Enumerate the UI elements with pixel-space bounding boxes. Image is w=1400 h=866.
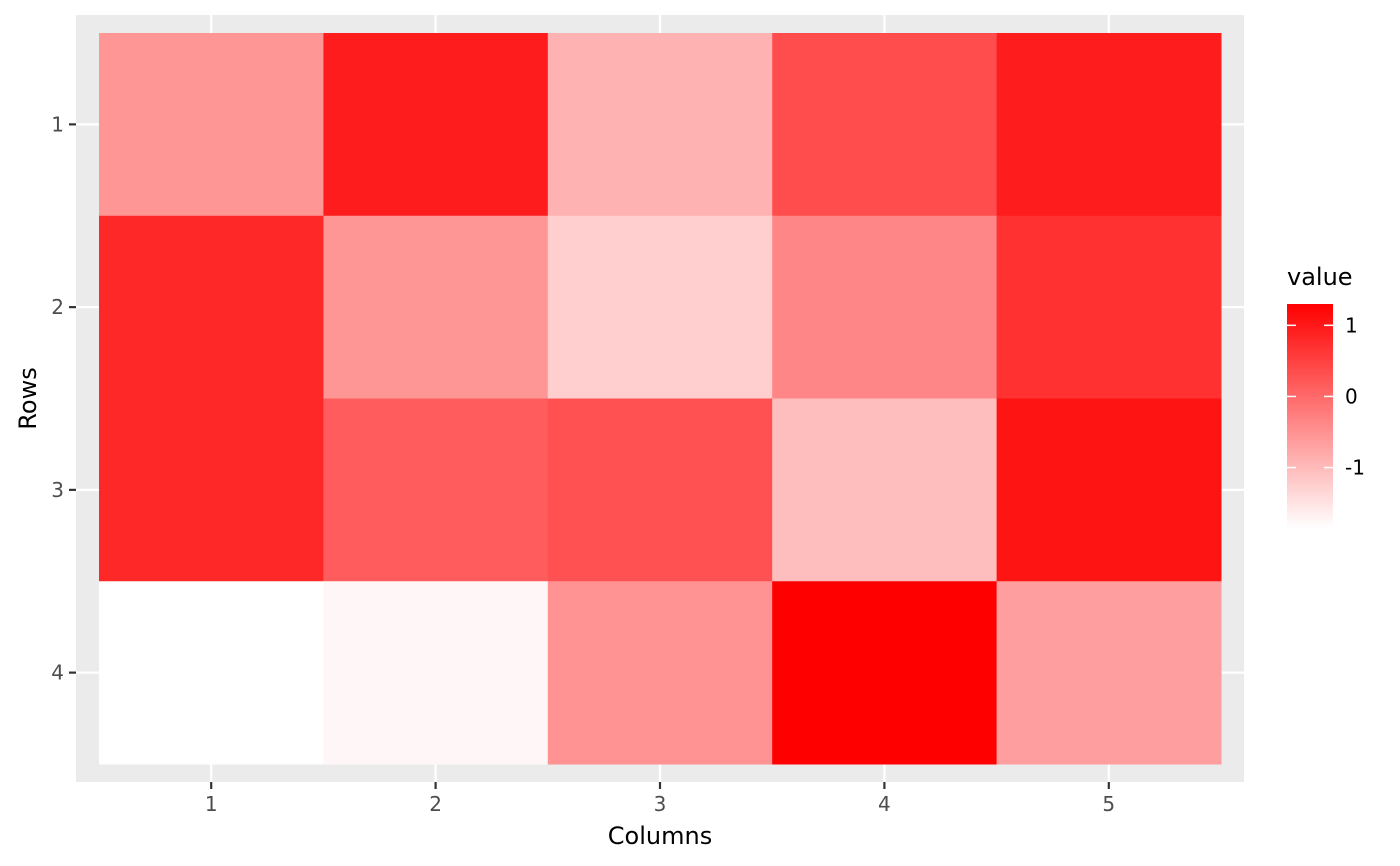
heatmap-cell <box>99 398 324 582</box>
y-tick-label: 2 <box>51 295 64 319</box>
heatmap-cell <box>772 33 998 217</box>
heatmap-cell <box>996 33 1222 217</box>
heatmap-tiles <box>99 33 1222 765</box>
heatmap-cell <box>547 215 773 399</box>
y-tick-label: 4 <box>51 661 64 685</box>
y-tick-label: 1 <box>51 112 64 136</box>
legend-colorbar <box>1287 304 1333 528</box>
y-axis-title: Rows <box>14 367 42 429</box>
heatmap-cell <box>547 33 773 217</box>
heatmap-cell <box>547 581 773 765</box>
legend-tick-label: 1 <box>1345 313 1358 337</box>
heatmap-cell <box>996 215 1222 399</box>
heatmap-cell <box>547 398 773 582</box>
x-tick-label: 1 <box>205 792 218 816</box>
heatmap-cell <box>99 215 324 399</box>
legend-ticks: 1 0 -1 <box>1287 313 1365 480</box>
heatmap-cell <box>323 398 549 582</box>
legend-tick-label: -1 <box>1345 456 1365 480</box>
heatmap-cell <box>996 398 1222 582</box>
x-tick-label: 4 <box>878 792 891 816</box>
x-axis-title: Columns <box>608 822 712 850</box>
x-axis: 1 2 3 4 5 <box>205 782 1115 816</box>
heatmap-cell <box>99 33 324 217</box>
heatmap-cell <box>323 33 549 217</box>
heatmap-cell <box>996 581 1222 765</box>
heatmap-cell <box>323 215 549 399</box>
heatmap-cell <box>772 215 998 399</box>
legend-tick-label: 0 <box>1345 384 1358 408</box>
x-tick-label: 2 <box>429 792 442 816</box>
legend-title: value <box>1287 263 1353 291</box>
x-tick-label: 3 <box>654 792 667 816</box>
color-legend: value 1 0 -1 <box>1287 263 1365 528</box>
y-axis: 1 2 3 4 <box>51 112 76 685</box>
x-tick-label: 5 <box>1102 792 1115 816</box>
heatmap-cell <box>323 581 549 765</box>
heatmap-cell <box>772 398 998 582</box>
heatmap-cell <box>99 581 324 765</box>
y-tick-label: 3 <box>51 478 64 502</box>
heatmap-cell <box>772 581 998 765</box>
